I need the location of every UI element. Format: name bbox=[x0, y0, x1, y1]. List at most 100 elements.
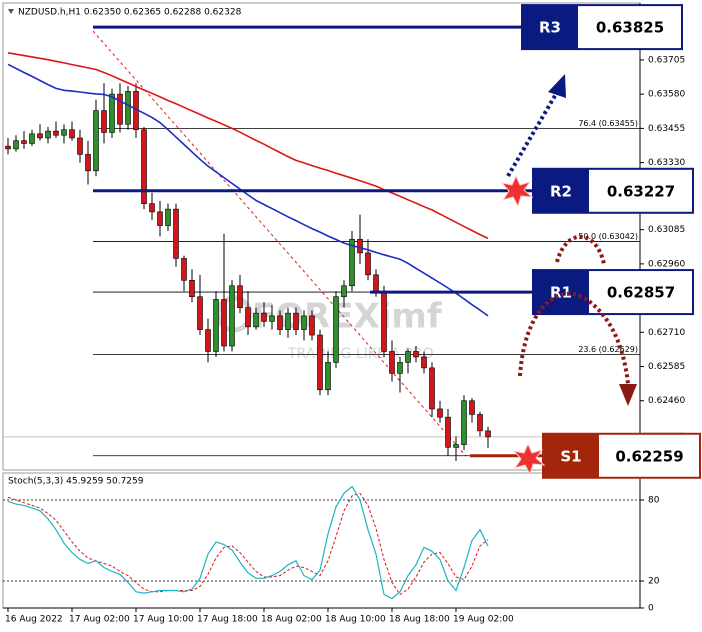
burst-r2 bbox=[500, 174, 534, 208]
candle-body bbox=[285, 312, 291, 330]
candle-body bbox=[461, 400, 467, 445]
candle-body bbox=[69, 129, 75, 139]
watermark: FOREXimf TRADING LIKE A PRO bbox=[215, 295, 443, 362]
x-tick-label: 16 Aug 2022 bbox=[5, 615, 63, 625]
candle-body bbox=[85, 154, 91, 172]
pivot-name: R2 bbox=[550, 182, 572, 200]
x-tick-label: 17 Aug 02:00 bbox=[69, 615, 130, 625]
candle-body bbox=[469, 400, 475, 415]
candle-body bbox=[117, 93, 123, 125]
x-tick-label: 18 Aug 10:00 bbox=[325, 615, 386, 625]
candle-body bbox=[157, 211, 163, 226]
candle-body bbox=[389, 351, 395, 374]
down-arrowhead bbox=[619, 384, 637, 406]
candle-body bbox=[61, 129, 67, 136]
plot: 0.63705 0.63580 0.63455 0.63330 0.63085 0.629… bbox=[3, 3, 701, 625]
watermark-brand: FOREXimf bbox=[252, 297, 443, 337]
candle-body bbox=[141, 129, 147, 204]
x-tick-label: 18 Aug 18:00 bbox=[389, 615, 450, 625]
candle-body bbox=[373, 274, 379, 292]
candle-body bbox=[221, 299, 227, 347]
candle-body bbox=[21, 140, 27, 144]
pivot-tag bbox=[522, 5, 578, 50]
burst-s1 bbox=[512, 442, 546, 476]
y-tick-label: 0.62460 bbox=[648, 396, 685, 406]
watermark-tagline: TRADING LIKE A PRO bbox=[287, 346, 434, 362]
y-tick-label: 0.63330 bbox=[648, 158, 685, 168]
candle-body bbox=[165, 208, 171, 226]
fib-label: 76.4 (0.63455) bbox=[578, 119, 638, 128]
x-tick-label: 17 Aug 18:00 bbox=[197, 615, 258, 625]
pivot-value: 0.63227 bbox=[607, 182, 675, 200]
candle-body bbox=[317, 334, 323, 391]
chart-header: NZDUSD.h,H1 0.62350 0.62365 0.62288 0.62… bbox=[18, 8, 242, 18]
stoch-label: Stoch(5,3,3) 45.9259 50.7259 bbox=[8, 477, 144, 487]
candle-body bbox=[437, 408, 443, 418]
candle-body bbox=[477, 414, 483, 432]
pivot-tag bbox=[533, 168, 589, 213]
candle-body bbox=[357, 238, 363, 254]
candle-body bbox=[53, 130, 59, 136]
y-tick-label: 0.62960 bbox=[648, 259, 685, 269]
candle-body bbox=[341, 285, 347, 298]
candle-body bbox=[269, 315, 275, 322]
candle-body bbox=[421, 356, 427, 369]
candle-body bbox=[5, 145, 11, 150]
stoch-tick-label: 0 bbox=[648, 604, 654, 614]
candle-body bbox=[149, 203, 155, 213]
y-tick-label: 0.62585 bbox=[648, 362, 685, 372]
candle-body bbox=[37, 133, 43, 139]
y-tick-label: 0.63705 bbox=[648, 55, 685, 65]
y-tick-label: 0.63085 bbox=[648, 225, 685, 235]
candle-body bbox=[77, 137, 83, 155]
candle-body bbox=[109, 93, 115, 133]
candle-body bbox=[205, 329, 211, 352]
pivot-value: 0.62259 bbox=[615, 447, 683, 465]
candle-body bbox=[189, 279, 195, 298]
candle-body bbox=[29, 133, 35, 144]
candle-body bbox=[213, 299, 219, 352]
candle-body bbox=[181, 258, 187, 281]
candle-body bbox=[429, 367, 435, 410]
moving-average bbox=[7, 63, 489, 317]
annotations bbox=[8, 9, 637, 476]
y-tick-label: 0.62710 bbox=[648, 328, 685, 338]
y-tick-label: 0.63580 bbox=[648, 90, 685, 100]
candle-body bbox=[125, 91, 131, 125]
down-arrow bbox=[518, 291, 630, 385]
candle-body bbox=[381, 290, 387, 352]
candle-body bbox=[197, 296, 203, 330]
pivot-value: 0.63825 bbox=[596, 19, 664, 37]
fib-label: 23.6 (0.62629) bbox=[578, 345, 638, 354]
candle-body bbox=[333, 296, 339, 363]
candle-body bbox=[405, 351, 411, 363]
y-tick-label: 0.63455 bbox=[648, 124, 685, 134]
candle-body bbox=[301, 315, 307, 330]
candle-body bbox=[309, 315, 315, 336]
candle-body bbox=[485, 430, 491, 438]
fib-label: 50.0 (0.63042) bbox=[578, 232, 638, 241]
stoch-tick-label: 80 bbox=[648, 496, 660, 506]
pivot-name: S1 bbox=[560, 447, 581, 465]
curve-arrow bbox=[555, 234, 606, 265]
fib-trend-line bbox=[92, 30, 467, 457]
candle-body bbox=[93, 110, 99, 172]
candle-body bbox=[237, 285, 243, 308]
stoch-tick-label: 20 bbox=[648, 577, 660, 587]
candle-body bbox=[325, 362, 331, 391]
candle-body bbox=[365, 252, 371, 276]
candle-body bbox=[445, 416, 451, 448]
candle-body bbox=[293, 312, 299, 330]
candle-body bbox=[101, 110, 107, 133]
symbol-icon bbox=[8, 9, 14, 14]
candle-body bbox=[13, 140, 19, 150]
candle-body bbox=[173, 208, 179, 259]
candle-body bbox=[277, 315, 283, 330]
x-tick-label: 17 Aug 10:00 bbox=[133, 615, 194, 625]
candle-body bbox=[413, 351, 419, 358]
pivot-tag bbox=[543, 433, 599, 478]
candle-body bbox=[453, 444, 459, 448]
candle-body bbox=[397, 362, 403, 374]
